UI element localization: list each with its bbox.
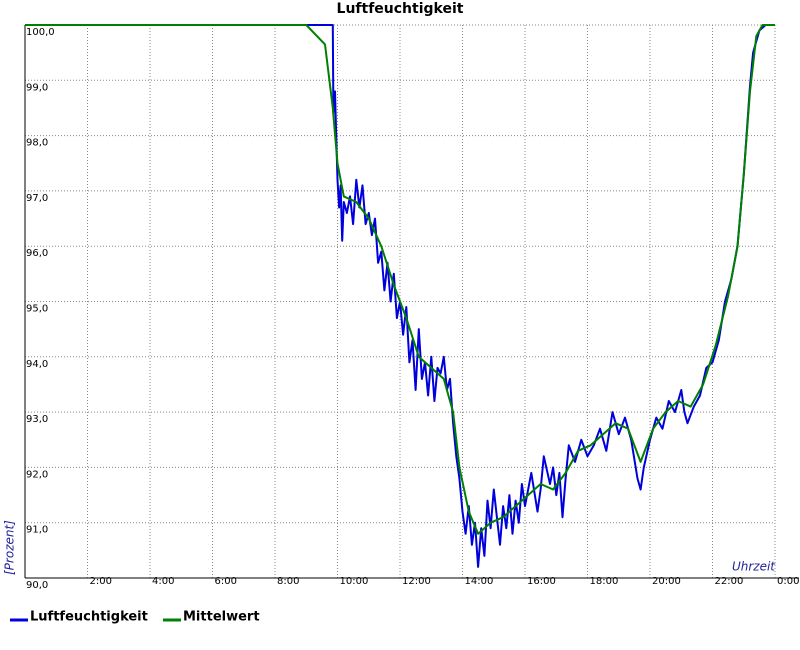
y-axis-label: [Prozent]	[3, 520, 17, 575]
y-tick-label: 90,0	[26, 580, 48, 591]
y-tick-label: 100,0	[26, 27, 55, 38]
x-tick-label: 4:00	[152, 576, 174, 587]
y-tick-label: 98,0	[26, 138, 48, 149]
y-tick-label: 93,0	[26, 414, 48, 425]
legend-label: Luftfeuchtigkeit	[30, 610, 148, 625]
chart-title: Luftfeuchtigkeit	[337, 1, 464, 17]
y-tick-label: 96,0	[26, 248, 48, 259]
y-tick-label: 99,0	[26, 82, 48, 93]
x-tick-label: 18:00	[590, 576, 619, 587]
y-tick-label: 91,0	[26, 525, 48, 536]
x-tick-label: 8:00	[277, 576, 299, 587]
x-tick-label: 2:00	[90, 576, 112, 587]
y-tick-label: 92,0	[26, 469, 48, 480]
data-line	[25, 24, 775, 535]
x-axis-label: Uhrzeit	[732, 560, 776, 574]
y-tick-label: 94,0	[26, 359, 48, 370]
x-tick-label: 10:00	[340, 576, 369, 587]
x-tick-label: 6:00	[215, 576, 237, 587]
y-tick-label: 95,0	[26, 304, 48, 315]
x-tick-label: 12:00	[402, 576, 431, 587]
y-tick-label: 97,0	[26, 193, 48, 204]
legend-label: Mittelwert	[183, 610, 260, 625]
x-tick-label: 22:00	[715, 576, 744, 587]
x-tick-label: 20:00	[652, 576, 681, 587]
x-tick-label: 14:00	[465, 576, 494, 587]
x-tick-label: 0:00	[777, 576, 799, 587]
data-line	[25, 24, 775, 568]
x-tick-label: 16:00	[527, 576, 556, 587]
